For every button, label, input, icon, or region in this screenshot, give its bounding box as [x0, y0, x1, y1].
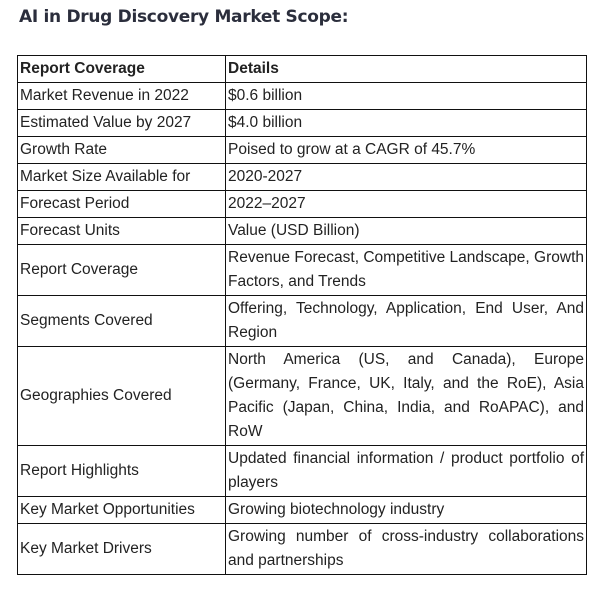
table-row: Growth Rate Poised to grow at a CAGR of 4…	[17, 136, 587, 164]
details-cell: Growing biotechnology industry	[225, 496, 587, 524]
details-cell: 2020-2027	[225, 163, 587, 191]
section-title: AI in Drug Discovery Market Scope:	[19, 7, 349, 27]
details-cell: $4.0 billion	[225, 109, 587, 137]
market-scope-table: Report Coverage Details Market Revenue i…	[17, 55, 587, 575]
coverage-cell: Segments Covered	[17, 295, 226, 347]
coverage-cell: Key Market Drivers	[17, 523, 226, 575]
details-cell: Poised to grow at a CAGR of 45.7%	[225, 136, 587, 164]
coverage-cell: Market Size Available for	[17, 163, 226, 191]
coverage-cell: Growth Rate	[17, 136, 226, 164]
details-cell: Updated financial information / product …	[225, 445, 587, 497]
details-cell: Revenue Forecast, Competitive Landscape,…	[225, 244, 587, 296]
table-row: Key Market Opportunities Growing biotechn…	[17, 496, 587, 524]
coverage-cell: Key Market Opportunities	[17, 496, 226, 524]
coverage-cell: Estimated Value by 2027	[17, 109, 226, 137]
coverage-cell: Market Revenue in 2022	[17, 82, 226, 110]
coverage-cell: Forecast Period	[17, 190, 226, 218]
coverage-cell: Report Highlights	[17, 445, 226, 497]
coverage-cell: Report Coverage	[17, 244, 226, 296]
header-cell: Report Coverage	[17, 55, 226, 83]
coverage-cell: Forecast Units	[17, 217, 226, 245]
table-header-row: Report Coverage Details	[17, 55, 587, 83]
table-row: Key Market Drivers Growing number of cros…	[17, 523, 587, 575]
details-cell: Growing number of cross-industry collabo…	[225, 523, 587, 575]
details-cell: North America (US, and Canada), Europe (…	[225, 346, 587, 446]
header-cell: Details	[225, 55, 587, 83]
table-row: Forecast Units Value (USD Billion)	[17, 217, 587, 245]
details-cell: 2022–2027	[225, 190, 587, 218]
table-row: Market Size Available for 2020-2027	[17, 163, 587, 191]
table-row: Market Revenue in 2022 $0.6 billion	[17, 82, 587, 110]
details-cell: Offering, Technology, Application, End U…	[225, 295, 587, 347]
table-row: Report Highlights Updated financial infor…	[17, 445, 587, 497]
table-row: Estimated Value by 2027 $4.0 billion	[17, 109, 587, 137]
table-row: Report Coverage Revenue Forecast, Competi…	[17, 244, 587, 296]
table-row: Forecast Period 2022–2027	[17, 190, 587, 218]
table-row: Geographies Covered North America (US, an…	[17, 346, 587, 446]
table-row: Segments Covered Offering, Technology, Ap…	[17, 295, 587, 347]
details-cell: Value (USD Billion)	[225, 217, 587, 245]
coverage-cell: Geographies Covered	[17, 346, 226, 446]
details-cell: $0.6 billion	[225, 82, 587, 110]
